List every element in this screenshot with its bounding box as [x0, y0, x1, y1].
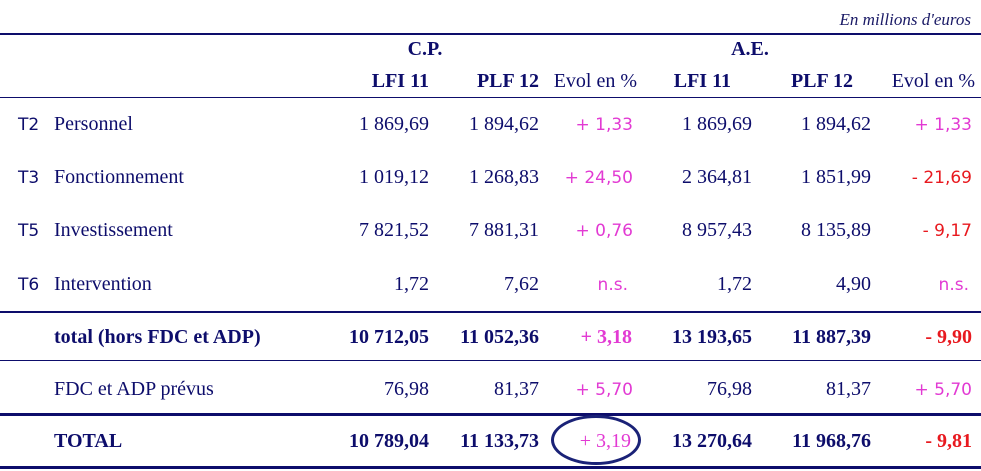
col-header-cp-lfi: LFI 11 — [371, 70, 429, 92]
ae-lfi-value: 1,72 — [717, 273, 752, 295]
col-header-ae-plf: PLF 12 — [790, 70, 853, 92]
header-rule — [0, 97, 981, 98]
ae-evol-value: - 9,90 — [925, 326, 972, 348]
row-code: T5 — [18, 221, 40, 241]
ae-plf-value: 81,37 — [826, 378, 871, 400]
ae-plf-value: 4,90 — [836, 273, 871, 295]
ae-lfi-value: 76,98 — [707, 378, 752, 400]
ae-plf-value: 8 135,89 — [801, 219, 871, 241]
cp-evol-value: + 5,70 — [575, 380, 634, 400]
group-header-ae: A.E. — [731, 38, 769, 60]
cp-evol-value: + 0,76 — [575, 221, 634, 241]
row-label: TOTAL — [54, 430, 123, 452]
row-label: FDC et ADP prévus — [54, 378, 214, 400]
ae-evol-value: - 21,69 — [911, 168, 972, 188]
group-header-cp: C.P. — [407, 38, 443, 60]
bottom-rule — [0, 466, 981, 469]
row-code: T3 — [18, 168, 40, 188]
ae-lfi-value: 13 193,65 — [672, 326, 752, 348]
col-header-cp-plf: PLF 12 — [476, 70, 539, 92]
subtotal-top-rule — [0, 311, 981, 313]
ae-evol-value: + 1,33 — [914, 115, 973, 135]
cp-evol-value: + 3,18 — [580, 326, 632, 348]
cp-lfi-value: 76,98 — [384, 378, 429, 400]
cp-plf-value: 11 133,73 — [460, 430, 539, 452]
row-label: Fonctionnement — [54, 166, 184, 188]
cp-lfi-value: 7 821,52 — [359, 219, 429, 241]
cp-plf-value: 11 052,36 — [460, 326, 539, 348]
col-header-ae-lfi: LFI 11 — [673, 70, 731, 92]
col-header-cp-evol: Evol en % — [553, 70, 637, 92]
ae-lfi-value: 13 270,64 — [672, 430, 752, 452]
ae-evol-value: - 9,81 — [925, 430, 972, 452]
cp-plf-value: 7,62 — [504, 273, 539, 295]
cp-evol-value: + 1,33 — [575, 115, 634, 135]
ae-lfi-value: 2 364,81 — [682, 166, 752, 188]
cp-evol-value: + 24,50 — [564, 168, 633, 188]
cp-plf-value: 7 881,31 — [469, 219, 539, 241]
ae-evol-value: - 9,17 — [922, 221, 972, 241]
ae-plf-value: 11 887,39 — [792, 326, 871, 348]
row-label: Intervention — [54, 273, 152, 295]
ae-plf-value: 11 968,76 — [792, 430, 871, 452]
row-label: Investissement — [54, 219, 173, 241]
ae-lfi-value: 1 869,69 — [682, 113, 752, 135]
ae-evol-value: + 5,70 — [914, 380, 973, 400]
cp-plf-value: 81,37 — [494, 378, 539, 400]
cp-lfi-value: 10 712,05 — [349, 326, 429, 348]
cp-plf-value: 1 894,62 — [469, 113, 539, 135]
row-label: total (hors FDC et ADP) — [54, 326, 261, 348]
ae-plf-value: 1 894,62 — [801, 113, 871, 135]
highlight-circle — [551, 415, 641, 465]
row-code: T6 — [18, 275, 40, 295]
cp-lfi-value: 1 869,69 — [359, 113, 429, 135]
cp-lfi-value: 1 019,12 — [359, 166, 429, 188]
ae-lfi-value: 8 957,43 — [682, 219, 752, 241]
cp-lfi-value: 10 789,04 — [349, 430, 429, 452]
col-header-ae-evol: Evol en % — [891, 70, 975, 92]
row-label: Personnel — [54, 113, 133, 135]
subtotal-bottom-rule — [0, 360, 981, 361]
cp-plf-value: 1 268,83 — [469, 166, 539, 188]
total-top-rule — [0, 413, 981, 416]
top-rule — [0, 33, 981, 35]
cp-lfi-value: 1,72 — [394, 273, 429, 295]
unit-note: En millions d'euros — [839, 10, 971, 29]
ae-plf-value: 1 851,99 — [801, 166, 871, 188]
cp-evol-value: n.s. — [597, 275, 628, 295]
row-code: T2 — [18, 115, 40, 135]
ae-evol-value: n.s. — [938, 275, 969, 295]
